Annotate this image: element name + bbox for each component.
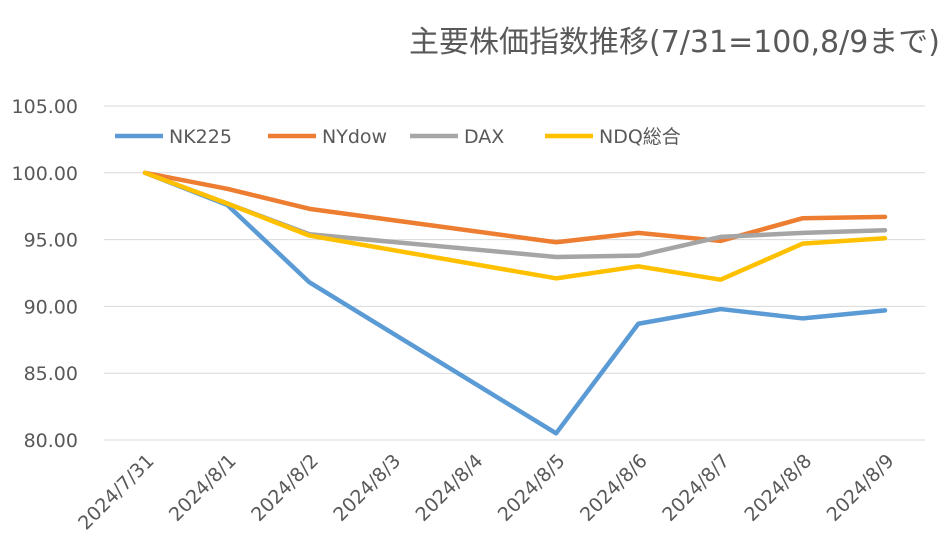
legend-label: NYdow — [322, 126, 387, 148]
legend-label: DAX — [464, 126, 504, 148]
x-tick-label: 2024/8/6 — [576, 450, 652, 526]
y-tick-label: 80.00 — [24, 430, 78, 452]
x-tick-label: 2024/8/2 — [247, 450, 323, 526]
x-tick-label: 2024/8/9 — [823, 450, 899, 526]
legend-label: NDQ総合 — [599, 126, 681, 148]
x-tick-label: 2024/8/7 — [658, 450, 734, 526]
y-tick-label: 100.00 — [12, 163, 78, 185]
x-tick-label: 2024/7/31 — [74, 450, 158, 534]
y-tick-label: 105.00 — [12, 96, 78, 118]
chart-title: 主要株価指数推移(7/31=100,8/9まで) — [409, 25, 940, 60]
y-tick-label: 85.00 — [24, 363, 78, 385]
series-line-ndq総合 — [142, 170, 888, 282]
x-tick-label: 2024/8/8 — [740, 450, 816, 526]
x-tick-label: 2024/8/5 — [494, 450, 570, 526]
x-tick-label: 2024/8/4 — [412, 450, 488, 526]
y-tick-label: 95.00 — [24, 230, 78, 252]
x-tick-label: 2024/8/1 — [165, 450, 241, 526]
x-tick-label: 2024/8/3 — [329, 450, 405, 526]
y-tick-label: 90.00 — [24, 296, 78, 318]
series-line-nk225 — [142, 170, 888, 436]
legend-label: NK225 — [169, 126, 232, 148]
series-line-nydow — [142, 170, 888, 245]
